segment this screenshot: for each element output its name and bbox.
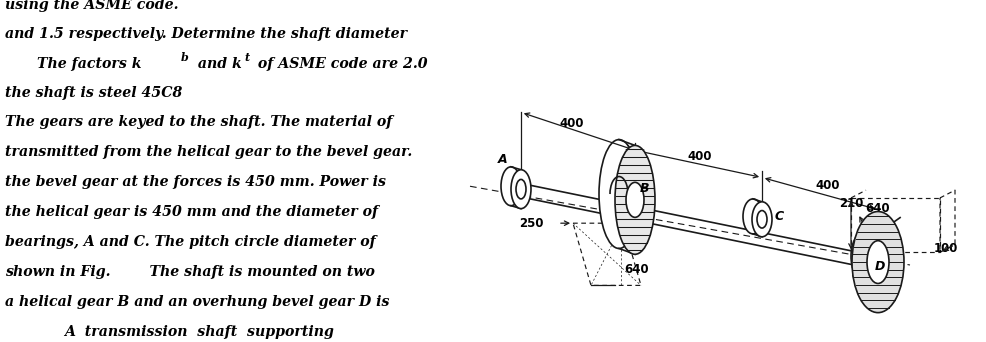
Text: t: t [245,52,249,63]
Ellipse shape [626,182,644,218]
Text: a helical gear B and an overhung bevel gear D is: a helical gear B and an overhung bevel g… [5,295,389,309]
Text: the bevel gear at the forces is 450 mm. Power is: the bevel gear at the forces is 450 mm. … [5,175,386,189]
Ellipse shape [851,233,875,279]
Text: A: A [498,153,508,166]
Text: 250: 250 [520,217,544,230]
Text: and 1.5 respectively. Determine the shaft diameter: and 1.5 respectively. Determine the shaf… [5,27,407,41]
Text: the helical gear is 450 mm and the diameter of: the helical gear is 450 mm and the diame… [5,205,378,219]
Text: using the ASME code.: using the ASME code. [5,0,178,12]
Text: b: b [180,52,188,63]
Text: 400: 400 [688,149,712,162]
Text: The factors k: The factors k [37,56,142,70]
Ellipse shape [852,211,904,313]
Text: 100: 100 [934,242,958,255]
Ellipse shape [511,170,531,209]
Ellipse shape [501,167,521,206]
Text: 400: 400 [815,179,840,192]
Text: and k: and k [193,56,242,70]
Text: D: D [875,261,885,274]
Text: the shaft is steel 45C8: the shaft is steel 45C8 [5,86,182,100]
Text: 640: 640 [624,263,649,276]
Ellipse shape [752,202,772,237]
Text: C: C [775,210,784,223]
Text: 270: 270 [622,229,646,242]
Text: 400: 400 [560,117,585,130]
Text: shown in Fig.        The shaft is mounted on two: shown in Fig. The shaft is mounted on tw… [5,265,375,279]
Ellipse shape [615,145,655,254]
Ellipse shape [757,211,767,228]
Text: 640: 640 [865,202,889,215]
Text: B: B [640,182,650,195]
Ellipse shape [743,199,763,234]
Text: A  transmission  shaft  supporting: A transmission shaft supporting [64,325,334,339]
Text: transmitted from the helical gear to the bevel gear.: transmitted from the helical gear to the… [5,145,412,159]
Text: The gears are keyed to the shaft. The material of: The gears are keyed to the shaft. The ma… [5,116,392,129]
Ellipse shape [516,180,526,199]
Ellipse shape [867,241,889,284]
Ellipse shape [599,140,639,249]
Text: 210: 210 [839,197,863,210]
Text: bearings, A and C. The pitch circle diameter of: bearings, A and C. The pitch circle diam… [5,235,376,249]
Text: of ASME code are 2.0: of ASME code are 2.0 [253,56,428,70]
